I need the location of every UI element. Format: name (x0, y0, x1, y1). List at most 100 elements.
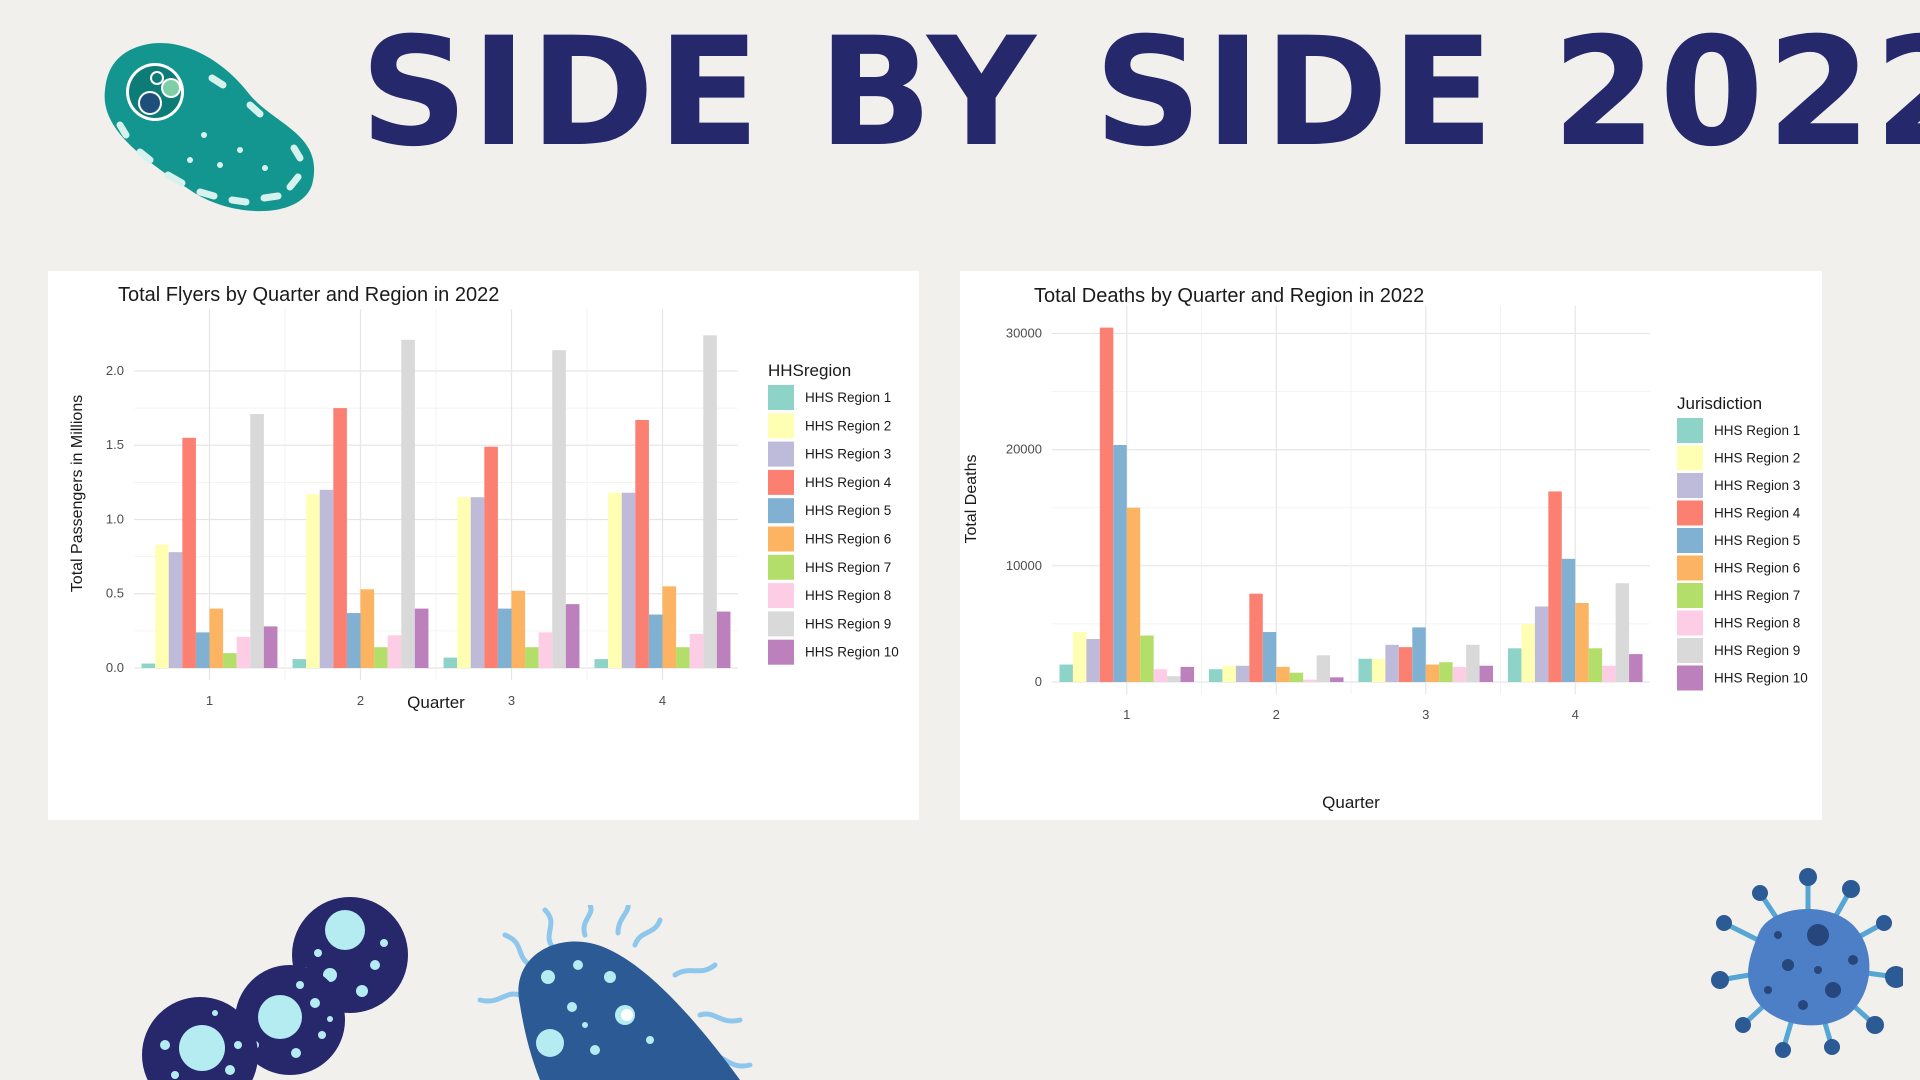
legend-swatch (1677, 638, 1703, 663)
bar-hhs-region-10-q3 (1479, 665, 1494, 682)
legend-label: HHS Region 7 (1714, 588, 1800, 603)
bar-hhs-region-3-q3 (470, 497, 485, 668)
bar-hhs-region-9-q3 (1466, 644, 1480, 682)
bar-hhs-region-9-q2 (401, 339, 415, 668)
bar-hhs-region-7-q4 (1588, 648, 1603, 682)
bar-hhs-region-10-q1 (1180, 666, 1195, 682)
bar-hhs-region-1-q2 (1208, 669, 1223, 682)
y-tick-label: 2.0 (106, 363, 124, 378)
x-tick-label: 4 (659, 693, 666, 708)
legend-title: HHSregion (768, 361, 851, 380)
legend-swatch (1677, 665, 1703, 691)
legend-swatch (768, 385, 794, 410)
x-tick-label: 4 (1572, 707, 1579, 722)
legend-label: HHS Region 9 (1714, 643, 1800, 658)
bar-hhs-region-6-q1 (1126, 507, 1141, 682)
y-axis-label: Total Deaths (963, 455, 980, 544)
chart-title: Total Flyers by Quarter and Region in 20… (118, 284, 499, 306)
bar-hhs-region-5-q2 (346, 613, 361, 668)
x-tick-label: 2 (1273, 707, 1280, 722)
x-axis-label: Quarter (407, 693, 465, 712)
bar-hhs-region-5-q1 (195, 632, 210, 668)
y-tick-label: 1.5 (106, 437, 124, 452)
legend-label: HHS Region 6 (805, 532, 891, 547)
bar-hhs-region-5-q1 (1113, 444, 1127, 682)
bar-hhs-region-7-q2 (374, 647, 388, 668)
bar-hhs-region-5-q3 (1412, 627, 1426, 682)
gridlines (1052, 306, 1650, 694)
bar-hhs-region-4-q4 (635, 419, 649, 668)
bar-hhs-region-9-q2 (1316, 655, 1331, 682)
legend-title: Jurisdiction (1677, 394, 1762, 413)
legend-label: HHS Region 3 (1714, 478, 1800, 493)
legend-label: HHS Region 1 (805, 390, 891, 405)
deaths-bar-chart: 0 10000 20000 30000 1 2 3 4 Total Deaths by Quar… (963, 285, 1808, 812)
legend-swatch (1677, 555, 1703, 581)
bar-hhs-region-8-q4 (689, 633, 704, 668)
bar-hhs-region-9-q1 (1167, 676, 1181, 682)
bar-hhs-region-10-q3 (565, 604, 580, 668)
bar-hhs-region-7-q3 (525, 647, 539, 668)
legend-swatch (768, 469, 794, 495)
bar-hhs-region-8-q3 (538, 632, 553, 668)
bar-hhs-region-3-q1 (1086, 639, 1100, 682)
bar-hhs-region-9-q4 (1615, 583, 1630, 682)
legend-swatch (768, 583, 794, 609)
y-tick-label: 10000 (1006, 558, 1042, 573)
bar-hhs-region-5-q4 (648, 614, 663, 668)
bar-hhs-region-7-q3 (1439, 662, 1453, 682)
bar-hhs-region-2-q2 (1222, 665, 1236, 682)
bar-hhs-region-1-q3 (443, 657, 458, 668)
bar-hhs-region-2-q4 (1521, 623, 1535, 682)
x-axis-label: Quarter (1322, 793, 1380, 812)
cell-cluster-icon (142, 897, 408, 1080)
bar-hhs-region-2-q3 (1371, 658, 1386, 682)
bar-hhs-region-1-q1 (1059, 664, 1073, 682)
bar-hhs-region-1-q1 (141, 663, 156, 668)
legend-label: HHS Region 6 (1714, 561, 1800, 576)
bar-hhs-region-2-q1 (155, 544, 169, 668)
y-tick-label: 0 (1035, 674, 1042, 689)
bar-hhs-region-5-q3 (497, 608, 512, 668)
bacillus-icon (477, 905, 753, 1080)
bar-hhs-region-3-q1 (168, 552, 183, 668)
bacterium-icon (104, 42, 315, 212)
x-tick-label: 1 (206, 693, 213, 708)
bar-hhs-region-10-q4 (716, 611, 731, 668)
chart-panel-flyers: 0.0 0.5 1.0 1.5 2.0 1 2 3 4 Total Flyers by Quart… (48, 271, 919, 820)
legend-swatch (768, 526, 794, 552)
bar-hhs-region-4-q1 (182, 437, 196, 668)
bar-hhs-region-6-q4 (1575, 602, 1589, 682)
bar-hhs-region-6-q4 (662, 586, 677, 668)
bar-hhs-region-2-q3 (457, 497, 471, 668)
y-axis-label: Total Passengers in Millions (69, 395, 86, 592)
bar-hhs-region-7-q4 (676, 647, 690, 668)
x-tick-label: 3 (508, 693, 515, 708)
legend-swatch (1677, 610, 1703, 636)
x-tick-label: 1 (1123, 707, 1130, 722)
y-tick-label: 1.0 (106, 511, 124, 526)
legend-label: HHS Region 9 (805, 616, 891, 631)
legend-swatch (768, 441, 794, 467)
legend-label: HHS Region 8 (1714, 616, 1800, 631)
bar-hhs-region-8-q4 (1602, 665, 1616, 682)
bar-hhs-region-3-q4 (1534, 606, 1549, 682)
bar-hhs-region-4-q3 (1398, 647, 1413, 682)
legend-swatch (768, 413, 794, 439)
bar-hhs-region-8-q1 (236, 636, 251, 668)
bar-hhs-region-8-q2 (387, 635, 402, 668)
legend-swatch (1677, 473, 1703, 498)
x-tick-label: 3 (1422, 707, 1429, 722)
legend-label: HHS Region 2 (1714, 451, 1800, 466)
legend-swatch (1677, 528, 1703, 553)
legend-label: HHS Region 5 (805, 503, 891, 518)
bar-hhs-region-3-q3 (1385, 644, 1399, 682)
bar-hhs-region-6-q2 (360, 589, 375, 668)
bar-hhs-region-9-q4 (703, 335, 717, 668)
bar-hhs-region-10-q2 (1330, 677, 1344, 682)
bar-hhs-region-2-q1 (1072, 632, 1087, 682)
bar-hhs-region-6-q2 (1276, 666, 1290, 682)
legend-label: HHS Region 2 (805, 418, 891, 433)
bar-hhs-region-5-q4 (1561, 558, 1576, 682)
bar-hhs-region-3-q2 (1235, 665, 1250, 682)
